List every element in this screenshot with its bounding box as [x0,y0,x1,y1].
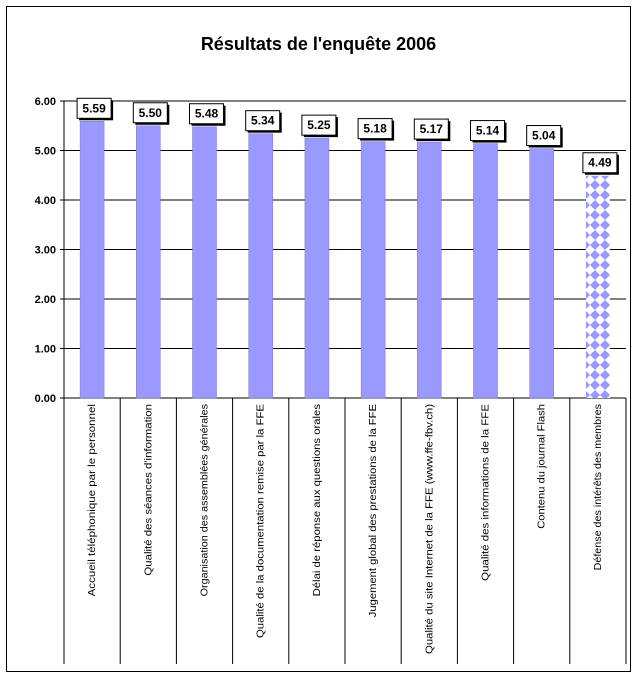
bar [304,137,330,399]
x-category-label: Contenu du journal Flash [537,404,548,529]
x-category-label: Qualité des séances d'information [143,404,154,576]
chart-title: Résultats de l'enquête 2006 [200,34,437,54]
x-category-label: Délai de réponse aux questions orales [312,404,323,596]
value-label: 5.34 [251,114,275,128]
value-label: 5.50 [139,106,163,120]
x-category-label: Défense des intérêts des membres [593,404,604,570]
bar [360,141,386,399]
y-tick-label: 0.00 [35,393,56,405]
value-label-box [526,125,562,147]
bar [248,133,273,399]
value-label: 4.49 [588,156,612,170]
bar [136,125,161,399]
y-tick-label: 6.00 [35,96,56,108]
bar [79,121,105,399]
value-label: 5.18 [363,122,387,136]
x-category-label: Qualité de la documentation remise par l… [256,404,267,638]
value-label-box [582,152,618,174]
value-label-box [132,102,168,124]
bar [473,143,498,399]
value-label: 5.25 [307,118,331,132]
value-label-box [76,97,112,119]
value-label: 5.04 [532,129,556,143]
y-tick-label: 2.00 [35,294,56,306]
y-tick-label: 1.00 [35,344,56,356]
bar [585,175,610,398]
bar [417,141,442,399]
x-category-label: Organisation des assemblées générales [200,404,211,596]
y-tick-label: 5.00 [35,146,56,158]
y-tick-label: 4.00 [35,195,56,207]
value-label: 5.48 [195,107,219,121]
value-label-box [189,103,224,125]
x-category-label: Accueil téléphonique par le personnel [87,404,98,596]
x-category-label: Qualité du site Internet de la FFE (www.… [424,404,435,654]
value-label: 5.59 [82,101,106,115]
value-label-box [245,110,281,132]
y-tick-label: 3.00 [35,245,56,257]
value-label-box [357,118,393,140]
bar [529,148,554,399]
x-category-label: Jugement global des prestations de la FF… [368,404,379,618]
value-label: 5.14 [476,124,500,138]
value-label-box [470,120,505,142]
bar [192,126,217,399]
x-category-label: Qualité des informations de la FFE [481,404,492,581]
value-label: 5.17 [420,122,444,136]
value-label-box [301,114,337,136]
value-label-box [413,118,449,140]
